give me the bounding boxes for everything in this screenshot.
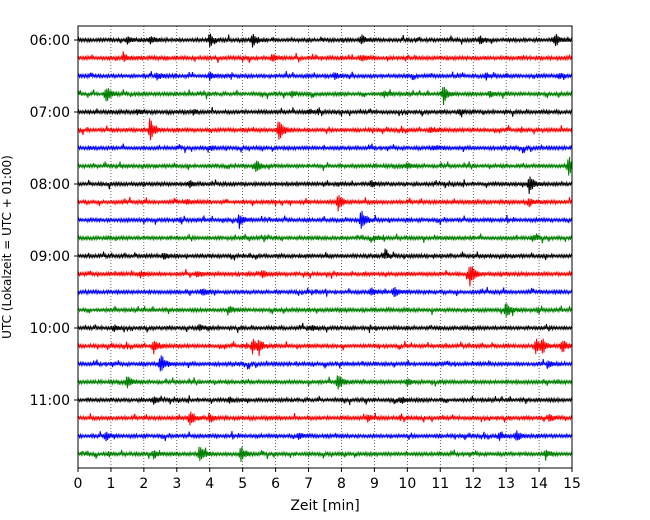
x-tick-label-4: 4: [205, 476, 214, 492]
x-tick-label-7: 7: [304, 476, 313, 492]
x-tick-label-1: 1: [106, 476, 115, 492]
trace-0945: [77, 303, 573, 317]
trace-0730: [77, 143, 573, 154]
trace-0715: [77, 118, 573, 141]
x-tick-label-14: 14: [530, 476, 548, 492]
x-tick-label-6: 6: [271, 476, 280, 492]
y-axis-label: UTC (Lokalzeit = UTC + 01:00): [0, 155, 14, 339]
x-tick-label-11: 11: [431, 476, 449, 492]
trace-1145: [77, 446, 573, 462]
trace-0700: [77, 106, 573, 118]
x-tick-label-15: 15: [563, 476, 581, 492]
trace-1015: [77, 338, 573, 356]
trace-1100: [77, 395, 573, 406]
x-tick-label-8: 8: [337, 476, 346, 492]
x-tick-label-10: 10: [398, 476, 416, 492]
trace-0830: [77, 211, 573, 229]
y-axis-ticks: 06:00 07:00 08:00 09:00 10:00 11:00: [30, 33, 78, 409]
x-axis-ticks: 0 1 2 3 4 5 6 7 8 9 10 11 12 13 14 15: [74, 468, 581, 492]
trace-1130: [77, 430, 573, 442]
trace-0930: [77, 286, 573, 297]
x-tick-label-9: 9: [370, 476, 379, 492]
plot-frame: [77, 25, 573, 469]
trace-0915: [77, 266, 573, 287]
trace-0630: [77, 71, 573, 82]
y-tick-label-4: 10:00: [30, 321, 70, 337]
trace-1115: [77, 411, 573, 426]
trace-0600: [77, 33, 573, 48]
y-tick-label-0: 06:00: [30, 33, 70, 49]
y-tick-label-3: 09:00: [30, 249, 70, 265]
trace-0800: [77, 176, 573, 195]
trace-0900: [77, 248, 573, 261]
trace-1030: [77, 355, 573, 372]
y-tick-label-2: 08:00: [30, 177, 70, 193]
trace-1045: [77, 375, 573, 390]
y-tick-label-5: 11:00: [30, 393, 70, 409]
x-tick-label-12: 12: [464, 476, 482, 492]
trace-0845: [77, 233, 573, 244]
x-tick-label-2: 2: [139, 476, 148, 492]
y-tick-label-1: 07:00: [30, 105, 70, 121]
x-tick-label-5: 5: [238, 476, 247, 492]
x-tick-label-13: 13: [497, 476, 515, 492]
x-tick-label-3: 3: [172, 476, 181, 492]
x-axis-label: Zeit [min]: [290, 498, 359, 514]
trace-1000: [77, 322, 573, 334]
x-tick-label-0: 0: [74, 476, 83, 492]
trace-0745: [77, 156, 573, 176]
trace-0645: [77, 86, 573, 106]
seismic-traces: [77, 33, 573, 462]
trace-0815: [77, 194, 573, 212]
trace-0615: [77, 51, 573, 64]
